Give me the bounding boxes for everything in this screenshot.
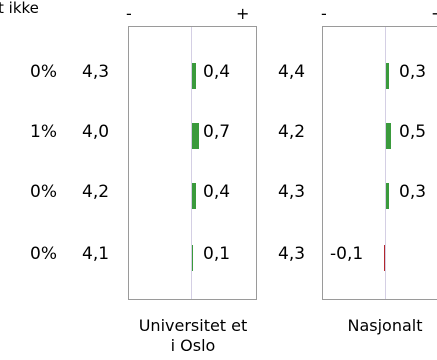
row-ikke-pct: 0%: [30, 244, 57, 264]
row-ikke-pct: 0%: [30, 182, 57, 202]
row-nat-bar: [386, 183, 389, 209]
nat-minus-sign: -: [321, 4, 327, 23]
row-nat-score: 4,3: [278, 244, 306, 264]
row-nat-score: 4,2: [278, 122, 306, 142]
row-nat-bar: [386, 63, 389, 89]
row-uio-score: 4,0: [82, 122, 110, 142]
row-ikke-pct: 1%: [30, 122, 57, 142]
row-uio-score: 4,1: [82, 244, 110, 264]
nat-zero-axis: [385, 27, 386, 299]
uio-minus-sign: -: [126, 4, 132, 23]
uio-zero-axis: [191, 27, 192, 299]
row-nat-diff: -0,1: [330, 244, 364, 264]
nat-diff-panel: [322, 26, 437, 300]
row-uio-diff: 0,1: [203, 244, 231, 264]
row-uio-bar: [192, 245, 193, 271]
row-ikke-pct: 0%: [30, 62, 57, 82]
nat-group-label: Nasjonalt: [347, 316, 423, 335]
row-uio-score: 4,2: [82, 182, 110, 202]
row-nat-score: 4,4: [278, 62, 306, 82]
row-uio-bar: [192, 183, 196, 209]
row-uio-score: 4,3: [82, 62, 110, 82]
row-nat-score: 4,3: [278, 182, 306, 202]
uio-plus-sign: +: [236, 4, 250, 23]
row-uio-bar: [192, 123, 199, 149]
row-nat-bar: [386, 123, 391, 149]
row-nat-bar: [384, 245, 385, 271]
row-nat-diff: 0,3: [399, 62, 427, 82]
row-uio-diff: 0,4: [203, 182, 231, 202]
row-uio-diff: 0,4: [203, 62, 231, 82]
row-nat-diff: 0,3: [399, 182, 427, 202]
row-nat-diff: 0,5: [399, 122, 427, 142]
uio-group-label: Universitet et i Oslo: [138, 316, 248, 355]
column-header-ikke: t ikke: [0, 0, 39, 17]
row-uio-bar: [192, 63, 196, 89]
row-uio-diff: 0,7: [203, 122, 231, 142]
nat-plus-sign: +: [431, 6, 437, 22]
